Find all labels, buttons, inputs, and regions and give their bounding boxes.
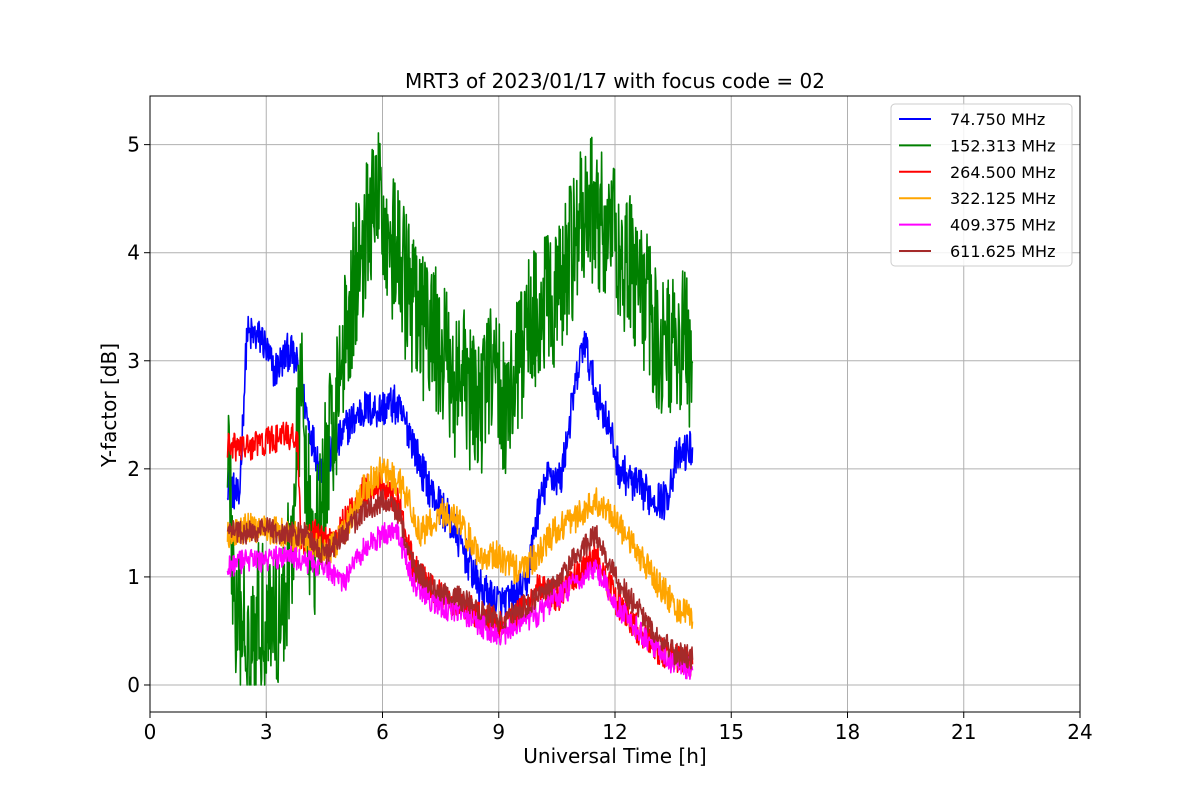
y-axis-title: Y-factor [dB] bbox=[97, 343, 121, 468]
legend-label: 611.625 MHz bbox=[950, 242, 1055, 261]
legend-label: 152.313 MHz bbox=[950, 136, 1055, 155]
x-tick-label: 9 bbox=[492, 720, 505, 744]
y-tick-label: 3 bbox=[127, 349, 140, 373]
x-tick-label: 18 bbox=[835, 720, 860, 744]
legend-box bbox=[890, 103, 1073, 267]
x-tick-label: 0 bbox=[144, 720, 157, 744]
y-tick-label: 1 bbox=[127, 565, 140, 589]
x-tick-label: 15 bbox=[719, 720, 744, 744]
legend-label: 264.500 MHz bbox=[950, 163, 1055, 182]
x-tick-label: 12 bbox=[602, 720, 627, 744]
legend-label: 322.125 MHz bbox=[950, 189, 1055, 208]
x-tick-label: 3 bbox=[260, 720, 273, 744]
x-tick-label: 21 bbox=[951, 720, 976, 744]
chart-title: MRT3 of 2023/01/17 with focus code = 02 bbox=[405, 69, 825, 93]
y-tick-label: 5 bbox=[127, 133, 140, 157]
legend-label: 409.375 MHz bbox=[950, 216, 1055, 235]
y-tick-label: 0 bbox=[127, 673, 140, 697]
x-axis-title: Universal Time [h] bbox=[523, 744, 706, 768]
series-line bbox=[226, 488, 694, 670]
legend: 74.750 MHz 152.313 MHz 264.500 MHz 322.125 … bbox=[890, 103, 1073, 267]
y-tick-label: 4 bbox=[127, 241, 140, 265]
series-lines bbox=[226, 132, 694, 686]
x-tick-label: 6 bbox=[376, 720, 389, 744]
series-line bbox=[226, 132, 694, 686]
y-tick-label: 2 bbox=[127, 457, 140, 481]
x-tick-label: 24 bbox=[1067, 720, 1092, 744]
series-line bbox=[226, 521, 694, 680]
legend-label: 74.750 MHz bbox=[950, 110, 1045, 129]
